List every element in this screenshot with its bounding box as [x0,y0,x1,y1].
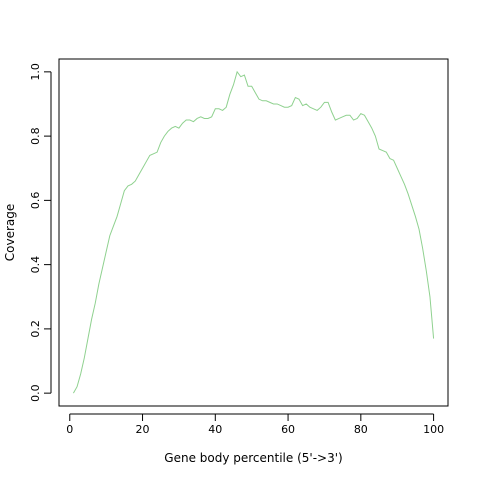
coverage-line [72,70,435,394]
x-tick-label: 80 [354,423,368,436]
x-tick-label: 40 [208,423,222,436]
y-tick-label: 1.0 [29,63,42,81]
y-tick-label: 0.4 [29,256,42,274]
y-tick-label: 0.2 [29,320,42,338]
x-tick-label: 60 [281,423,295,436]
y-axis-title: Coverage [3,204,17,262]
plot-frame [58,58,449,407]
x-axis: 0 20 40 60 80 100 [66,413,444,436]
x-tick-label: 20 [136,423,150,436]
x-tick-label: 100 [423,423,444,436]
x-axis-title: Gene body percentile (5'->3') [164,451,342,465]
y-tick-label: 0.8 [29,127,42,145]
y-tick-label: 0.6 [29,192,42,210]
y-axis: 0.0 0.2 0.4 0.6 0.8 1.0 [29,63,52,402]
y-tick-label: 0.0 [29,384,42,402]
x-tick-label: 0 [66,423,73,436]
